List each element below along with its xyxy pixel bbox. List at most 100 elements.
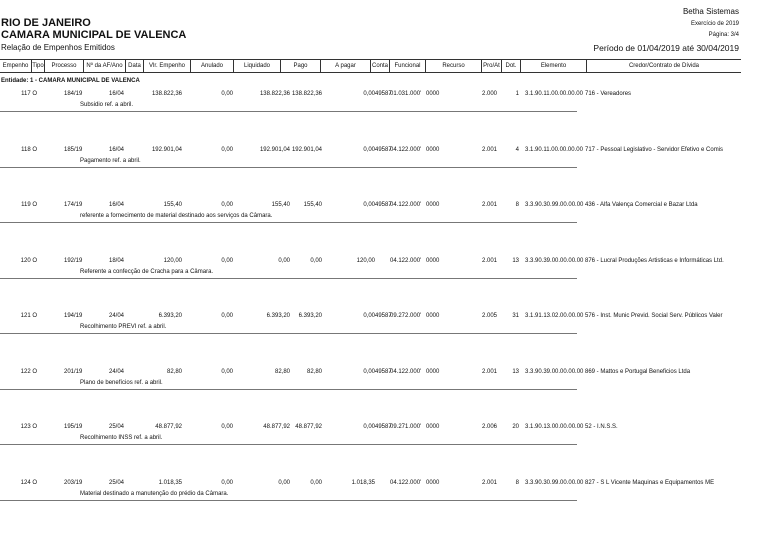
column-header-row: Empenho Tipo Processo Nº da AF/Ano Data Vlr. …: [0, 59, 741, 73]
table-row: 118 O 185/19 16/04 192.901,04 0,00 192.901,04…: [0, 147, 768, 197]
cell-dot: 20: [512, 424, 519, 430]
cell-liquidado: 155,40: [271, 202, 290, 208]
cell-anulado: 0,00: [221, 257, 233, 264]
cell-recurso: 0000: [426, 368, 440, 375]
column-header: Liquidado: [233, 60, 280, 72]
cell-apagar: 120,00: [356, 257, 375, 264]
cell-credor: 827 - S L Vicente Maquinas e Equipamento…: [585, 479, 715, 486]
cell-anulado: 0,00: [221, 424, 233, 430]
cell-valor: 138.822,36: [151, 91, 182, 97]
cell-pago: 155,40: [303, 202, 322, 208]
cell-apagar: 0,00: [363, 368, 375, 375]
entity-group: Entidade: 1 - CAMARA MUNICIPAL DE VALENC…: [1, 78, 140, 84]
table-row: 121 O 194/19 24/04 6.393,20 0,00 6.393,20 6.39…: [0, 313, 768, 363]
cell-dot: 13: [512, 368, 519, 375]
cell-elemento: 3.3.90.39.00.00.00.00: [525, 368, 584, 375]
column-header: Data: [125, 60, 143, 72]
cell-credor: 576 - Inst. Munic Previd. Social Serv. P…: [585, 313, 723, 319]
column-header: Funcional: [389, 60, 425, 72]
column-header: Anulado: [190, 60, 233, 72]
column-header: Elemento: [520, 60, 586, 72]
cell-pago: 82,80: [306, 368, 322, 375]
cell-anulado: 0,00: [221, 479, 233, 486]
cell-anulado: 0,00: [221, 202, 233, 208]
table-row: 124 O 203/19 25/04 1.018,35 0,00 0,00 0,00 1.01…: [0, 480, 768, 530]
cell-conta: 49587: [375, 424, 392, 430]
row-description: Pagamento ref. a abril.: [80, 157, 141, 164]
cell-liquidado: 82,80: [274, 368, 290, 375]
row-description: Subsidio ref. a abril.: [80, 102, 134, 108]
column-header: Credor/Contrato de Dívida: [586, 60, 741, 72]
cell-anulado: 0,00: [221, 368, 233, 375]
column-header: Conta: [370, 60, 389, 72]
cell-processo: 195/19: [64, 424, 83, 430]
cell-processo: 201/19: [64, 368, 83, 375]
column-header: Nº da AF/Ano: [83, 60, 125, 72]
cell-conta: 49587: [375, 146, 392, 153]
cell-liquidado: 0,00: [278, 479, 290, 486]
row-description: Referente a confecção de Cracha para a C…: [80, 268, 214, 275]
cell-apagar: 0,00: [363, 313, 375, 319]
cell-conta: 49587: [375, 313, 392, 319]
cell-processo: 194/19: [64, 313, 83, 319]
cell-valor: 120,00: [163, 257, 182, 264]
cell-anulado: 0,00: [221, 91, 233, 97]
cell-dot: 31: [512, 313, 519, 319]
cell-empenho: 118 O: [21, 146, 37, 153]
column-header: A pagar: [320, 60, 370, 72]
cell-credor: 436 - Alfa Valença Comercial e Bazar Ltd…: [585, 202, 698, 208]
table-row: 120 O 192/19 18/04 120,00 0,00 0,00 0,00 120,00…: [0, 258, 768, 308]
cell-dot: 8: [515, 202, 519, 208]
cell-processo: 192/19: [64, 257, 83, 264]
cell-pago: 48.877,92: [295, 424, 322, 430]
cell-funcional: 04.122.000': [390, 257, 422, 264]
cell-pago: 138.822,36: [291, 91, 322, 97]
cell-data: 16/04: [108, 146, 124, 153]
cell-empenho: 120 O: [20, 257, 37, 264]
cell-elemento: 3.3.90.30.99.00.00.00: [525, 479, 584, 486]
cell-recurso: 0000: [426, 424, 440, 430]
cell-liquidado: 138.822,36: [259, 91, 290, 97]
cell-recurso: 0000: [426, 202, 440, 208]
cell-funcional: 04.122.000': [390, 368, 422, 375]
state-title: RIO DE JANEIRO: [1, 17, 91, 29]
column-header: Pago: [280, 60, 320, 72]
cell-empenho: 117 O: [21, 91, 37, 97]
cell-funcional: 04.122.000': [390, 146, 422, 153]
cell-data: 18/04: [108, 257, 124, 264]
cell-empenho: 122 O: [20, 368, 37, 375]
cell-processo: 203/19: [64, 479, 83, 486]
column-header: Empenho: [2, 63, 29, 69]
cell-elemento: 3.1.90.13.00.00.00.00: [525, 424, 584, 430]
cell-data: 16/04: [108, 91, 124, 97]
row-description: Recolhimento INSS ref. a abril.: [80, 435, 163, 441]
table-row: 123 O 195/19 25/04 48.877,92 0,00 48.877,92 48…: [0, 424, 768, 474]
cell-recurso: 0000: [426, 479, 440, 486]
row-divider: [0, 444, 577, 445]
cell-data: 16/04: [108, 202, 124, 208]
row-divider: [0, 111, 577, 112]
column-header: Vlr. Empenho: [143, 60, 190, 72]
row-divider: [0, 499, 577, 501]
cell-elemento: 3.1.90.11.00.00.00.00: [525, 146, 583, 153]
table-row: 122 O 201/19 24/04 82,80 0,00 82,80 82,80 0,00 4…: [0, 369, 768, 419]
cell-valor: 6.393,20: [158, 313, 182, 319]
cell-valor: 82,80: [166, 368, 182, 375]
cell-apagar: 1.018,35: [351, 479, 375, 486]
cell-proat: 2.000: [482, 91, 498, 97]
entity-title: CAMARA MUNICIPAL DE VALENCA: [1, 29, 187, 41]
cell-proat: 2.001: [482, 146, 498, 153]
report-title: Relação de Empenhos Emitidos: [1, 43, 115, 52]
cell-pago: 0,00: [310, 479, 322, 486]
cell-valor: 155,40: [163, 202, 182, 208]
cell-liquidado: 192.901,04: [259, 146, 290, 153]
cell-data: 25/04: [108, 424, 124, 430]
cell-pago: 192.901,04: [291, 146, 322, 153]
cell-credor: 716 - Vereadores: [585, 91, 632, 97]
cell-anulado: 0,00: [221, 313, 233, 319]
cell-apagar: 0,00: [363, 202, 375, 208]
cell-empenho: 123 O: [20, 424, 37, 430]
cell-processo: 184/19: [64, 91, 83, 97]
cell-elemento: 3.1.91.13.02.00.00.00: [525, 313, 584, 319]
table-row: 119 O 174/19 16/04 155,40 0,00 155,40 155,40 0,…: [0, 202, 768, 252]
